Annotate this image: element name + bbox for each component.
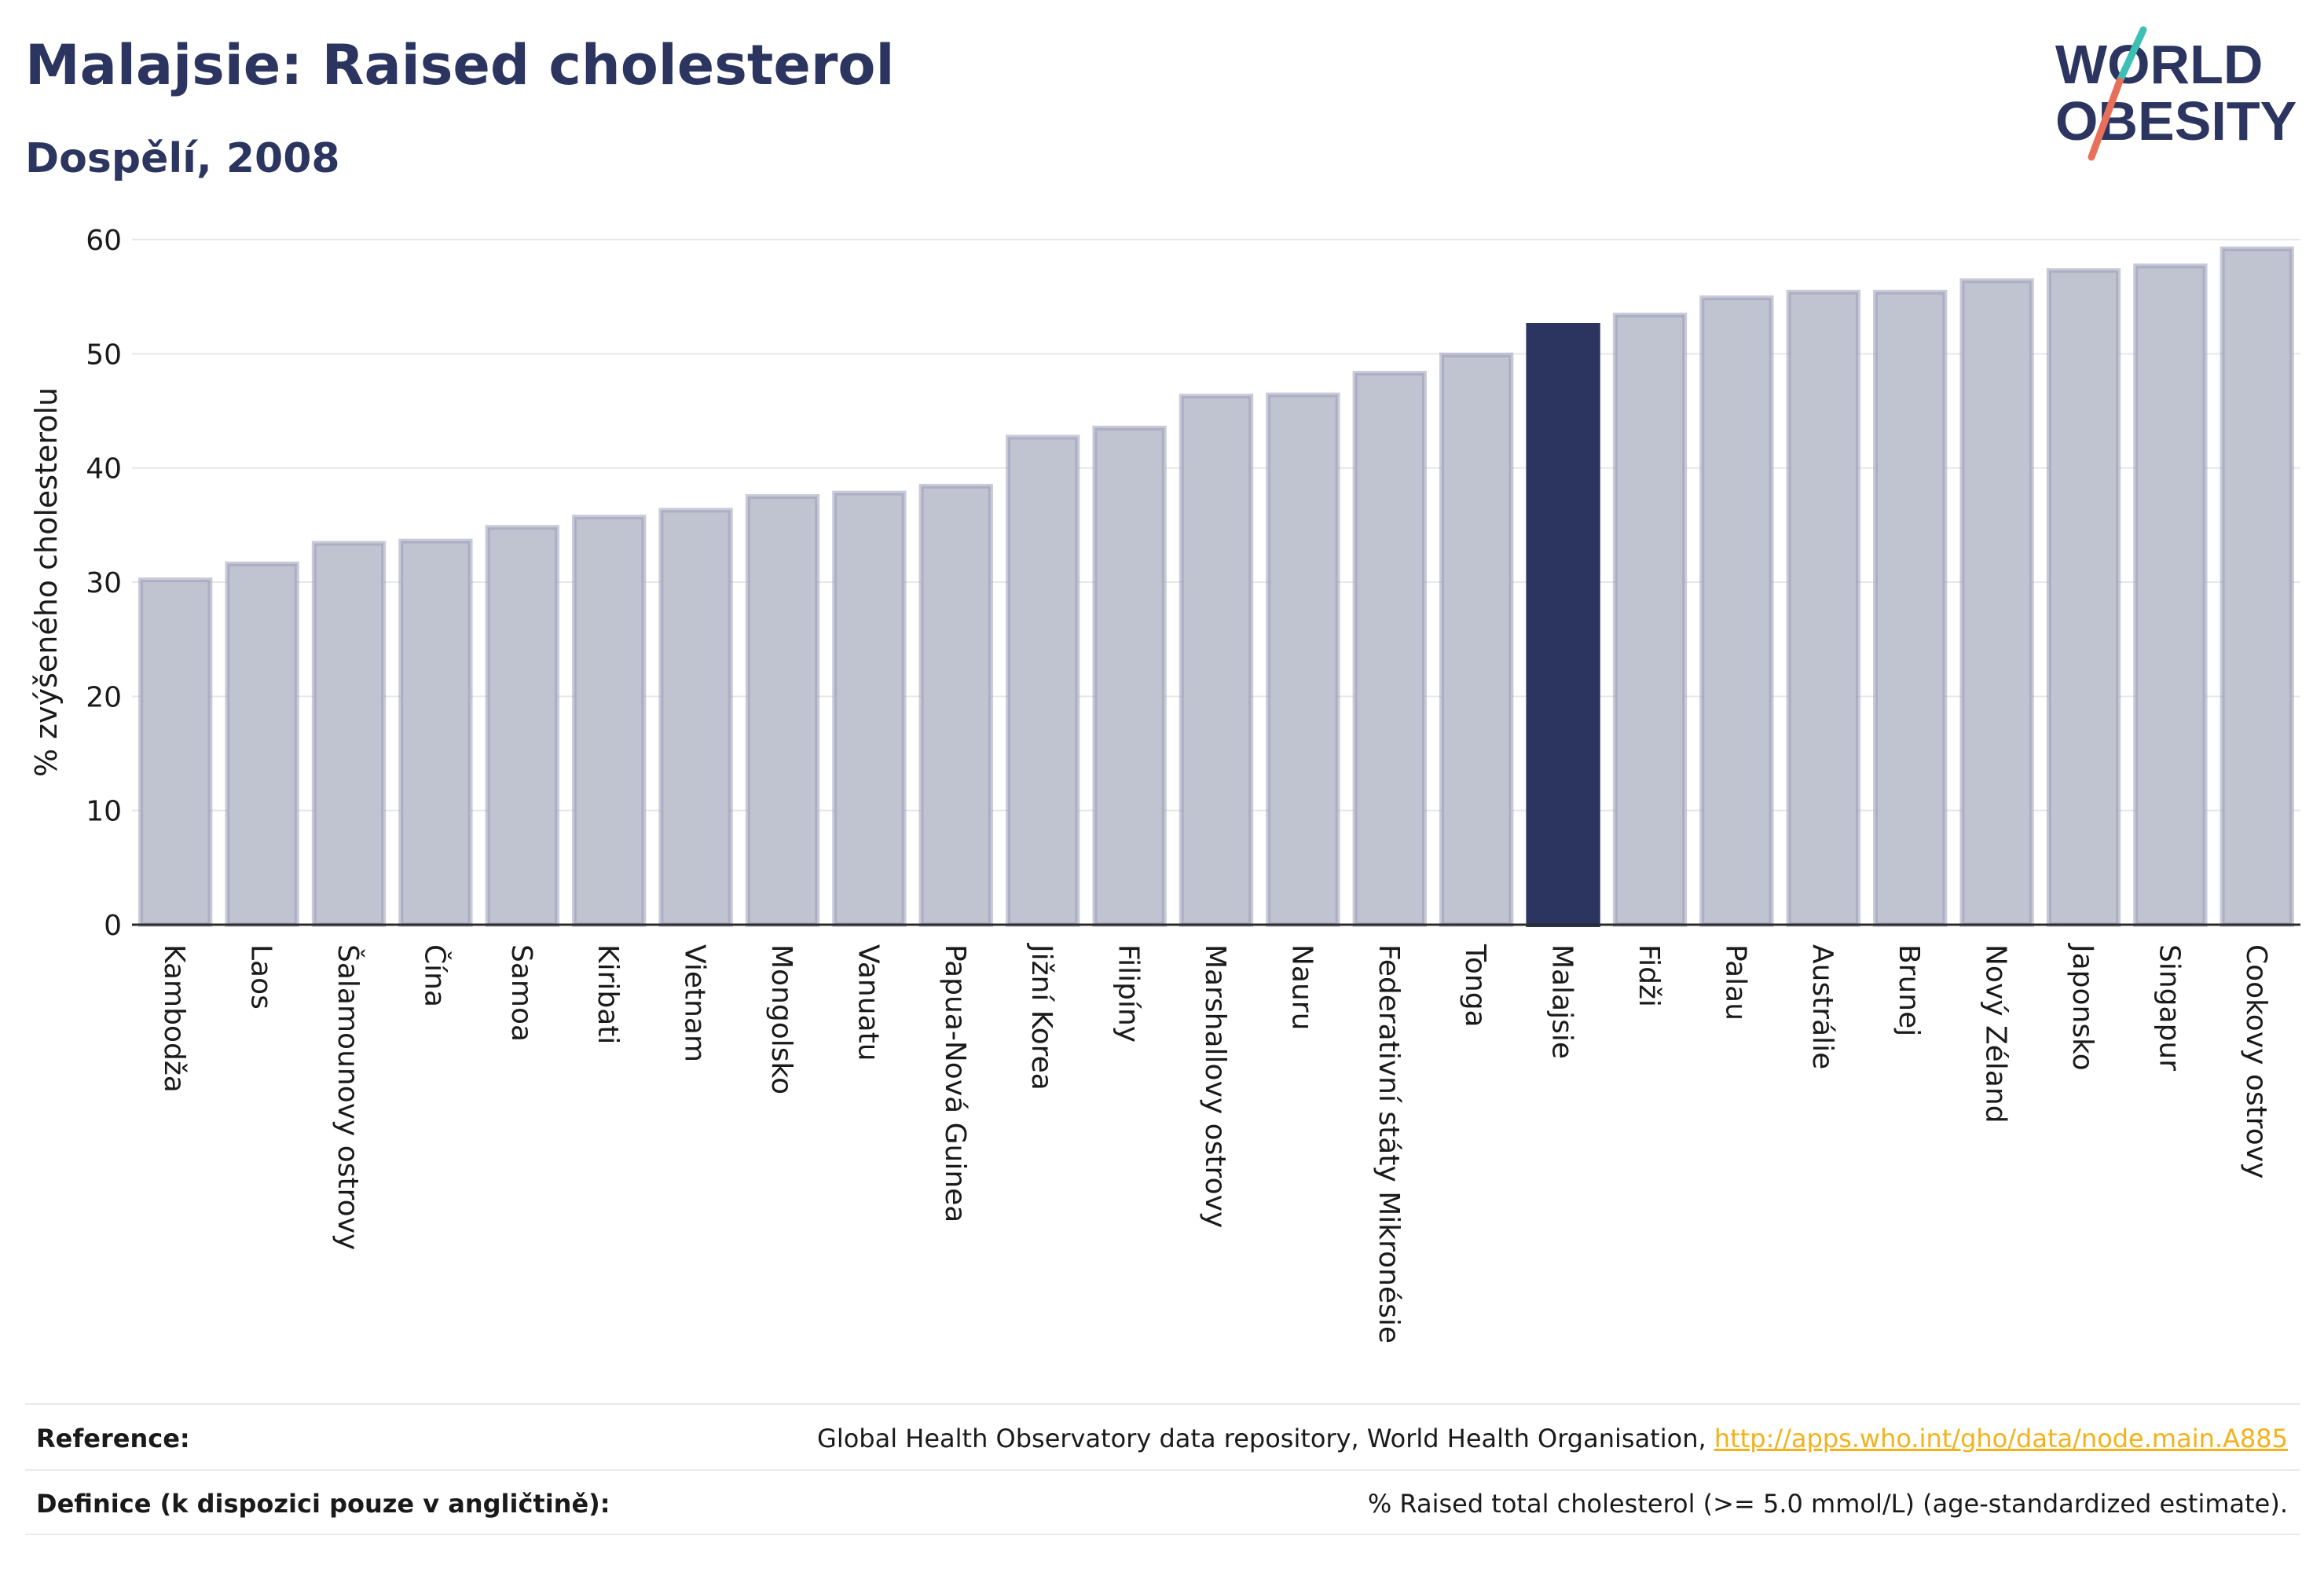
y-tick-label: 30 [86, 567, 122, 599]
bar-11 [1006, 434, 1080, 927]
bar-14 [1266, 392, 1340, 927]
x-tick-label-12: Filipíny [1113, 944, 1145, 1043]
bar-19 [1699, 295, 1774, 927]
y-tick-label: 0 [104, 910, 122, 942]
bar-24 [2133, 263, 2208, 927]
x-tick-label-5: Samoa [505, 944, 537, 1042]
bar-23 [2046, 268, 2121, 927]
bar-13 [1178, 394, 1254, 927]
x-tick-label-15: Federativní státy Mikronésie [1373, 944, 1405, 1343]
x-tick-label-10: Papua-Nová Guinea [939, 944, 971, 1222]
x-tick-label-13: Marshallovy ostrovy [1199, 944, 1231, 1228]
bar-17 [1526, 323, 1600, 927]
x-tick-label-20: Austrálie [1806, 944, 1838, 1069]
bar-18 [1612, 312, 1688, 928]
x-tick-label-21: Brunej [1893, 944, 1925, 1036]
x-tick-label-11: Jižní Korea [1025, 943, 1058, 1090]
bars [138, 246, 2294, 928]
bar-25 [2220, 246, 2294, 928]
x-tick-label-24: Singapur [2153, 944, 2185, 1071]
bar-chart: 0 10 20 30 40 50 60 Kambodža Laos Šalamounovy os… [29, 225, 2300, 1343]
x-tick-label-16: Tonga [1459, 944, 1491, 1028]
y-tick-label: 50 [86, 339, 122, 371]
bar-21 [1873, 289, 1948, 927]
bar-16 [1439, 352, 1514, 927]
y-tick-label: 10 [86, 796, 122, 828]
footer-divider [25, 1403, 2300, 1405]
bar-4 [398, 538, 473, 927]
chart-title: Malajsie: Raised cholesterol [25, 33, 895, 97]
x-tick-label-17: Malajsie [1546, 944, 1578, 1059]
x-tick-label-7: Vietnam [679, 944, 711, 1062]
x-tick-label-4: Čína [418, 944, 451, 1007]
logo-line-2: OBESITY [2055, 90, 2297, 152]
definition-value: % Raised total cholesterol (>= 5.0 mmol/… [1367, 1489, 2288, 1519]
reference-text: Global Health Observatory data repositor… [817, 1424, 1714, 1453]
y-tick-label: 60 [86, 225, 122, 257]
definition-label: Definice (k dispozici pouze v angličtině… [36, 1489, 610, 1519]
footer-divider [25, 1469, 2300, 1471]
logo-slash-top [2116, 26, 2147, 85]
bar-1 [138, 577, 213, 927]
world-obesity-logo: WORLD OBESITY [2055, 26, 2297, 161]
bar-9 [832, 490, 907, 927]
reference-value: Global Health Observatory data repositor… [817, 1424, 2288, 1453]
x-tick-label-25: Cookovy ostrovy [2240, 944, 2272, 1178]
y-tick-label: 40 [86, 453, 122, 486]
x-tick-label-6: Kiribati [592, 944, 624, 1044]
x-axis-labels: Kambodža Laos Šalamounovy ostrovy Čína Samoa… [158, 943, 2272, 1343]
logo-line-1: WORLD [2055, 34, 2263, 95]
x-tick-label-19: Palau [1719, 944, 1751, 1021]
y-axis-ticks: 0 10 20 30 40 50 60 [86, 225, 122, 942]
y-axis-title: % zvýšeného cholesterolu [29, 387, 64, 777]
footer-divider [25, 1534, 2300, 1535]
bar-15 [1352, 371, 1427, 928]
bar-2 [225, 561, 299, 927]
x-tick-label-23: Japonsko [2066, 943, 2099, 1071]
bar-22 [1959, 278, 2034, 927]
x-tick-label-22: Nový Zéland [1980, 944, 2012, 1123]
bar-8 [745, 494, 820, 927]
x-tick-label-14: Nauru [1285, 944, 1318, 1030]
bar-12 [1092, 425, 1167, 927]
bar-5 [485, 525, 559, 927]
logo-slash-bottom [2088, 77, 2124, 161]
x-tick-label-8: Mongolsko [765, 944, 797, 1094]
bar-6 [572, 515, 647, 927]
bar-10 [918, 483, 993, 927]
bar-7 [658, 508, 733, 927]
bar-20 [1786, 289, 1860, 927]
x-tick-label-9: Vanuatu [852, 944, 884, 1061]
reference-label: Reference: [36, 1424, 190, 1453]
x-tick-label-3: Šalamounovy ostrovy [332, 944, 365, 1250]
chart-subtitle: Dospělí, 2008 [25, 135, 340, 182]
y-tick-label: 20 [86, 681, 122, 713]
bar-3 [311, 541, 387, 927]
x-tick-label-18: Fidži [1633, 944, 1665, 1007]
reference-link[interactable]: http://apps.who.int/gho/data/node.main.A… [1714, 1424, 2288, 1453]
x-tick-label-1: Kambodža [158, 944, 190, 1093]
x-tick-label-2: Laos [245, 944, 277, 1010]
